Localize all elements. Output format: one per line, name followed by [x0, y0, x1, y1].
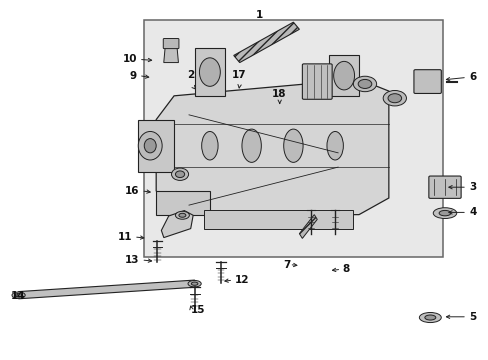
Ellipse shape: [419, 312, 440, 323]
Polygon shape: [163, 46, 178, 63]
Bar: [195, 48, 224, 96]
Text: 10: 10: [122, 54, 137, 64]
Polygon shape: [161, 211, 193, 238]
Ellipse shape: [15, 293, 22, 297]
Ellipse shape: [387, 94, 401, 103]
Polygon shape: [19, 280, 194, 299]
Ellipse shape: [175, 171, 184, 177]
Polygon shape: [156, 79, 388, 215]
Ellipse shape: [333, 61, 354, 90]
Ellipse shape: [187, 280, 201, 287]
FancyBboxPatch shape: [413, 70, 441, 94]
Text: 7: 7: [283, 260, 290, 270]
Ellipse shape: [383, 90, 406, 106]
Ellipse shape: [191, 282, 198, 285]
Text: 2: 2: [187, 70, 194, 80]
Polygon shape: [299, 215, 317, 238]
Ellipse shape: [201, 131, 218, 160]
Ellipse shape: [179, 213, 185, 217]
Bar: [144, 20, 442, 257]
Text: 4: 4: [468, 207, 476, 217]
FancyBboxPatch shape: [302, 64, 331, 99]
Text: 6: 6: [468, 72, 476, 82]
Bar: [328, 55, 358, 96]
Ellipse shape: [138, 131, 162, 160]
Text: 8: 8: [342, 264, 349, 274]
Text: 18: 18: [271, 89, 285, 99]
FancyBboxPatch shape: [163, 39, 179, 49]
Ellipse shape: [353, 76, 376, 92]
Text: 14: 14: [11, 291, 25, 301]
Text: 16: 16: [124, 186, 139, 196]
Ellipse shape: [242, 129, 261, 162]
Text: 3: 3: [468, 182, 476, 192]
Text: 9: 9: [129, 71, 137, 81]
Text: 1: 1: [255, 10, 262, 20]
Ellipse shape: [438, 210, 450, 216]
Polygon shape: [138, 120, 174, 172]
Text: 13: 13: [124, 255, 139, 265]
Polygon shape: [203, 210, 352, 229]
Ellipse shape: [283, 129, 303, 162]
Polygon shape: [233, 22, 299, 63]
Text: 15: 15: [190, 305, 205, 315]
Text: 12: 12: [234, 275, 249, 285]
Polygon shape: [156, 191, 209, 215]
FancyBboxPatch shape: [428, 176, 460, 198]
Ellipse shape: [357, 80, 371, 89]
Text: 11: 11: [117, 232, 132, 242]
Ellipse shape: [432, 208, 456, 219]
Text: 5: 5: [468, 312, 476, 322]
Ellipse shape: [175, 211, 189, 219]
Ellipse shape: [424, 315, 435, 320]
Ellipse shape: [326, 131, 343, 160]
Text: 17: 17: [232, 70, 246, 80]
Ellipse shape: [12, 292, 25, 298]
Ellipse shape: [171, 168, 188, 180]
Ellipse shape: [199, 58, 220, 86]
Ellipse shape: [144, 139, 156, 153]
